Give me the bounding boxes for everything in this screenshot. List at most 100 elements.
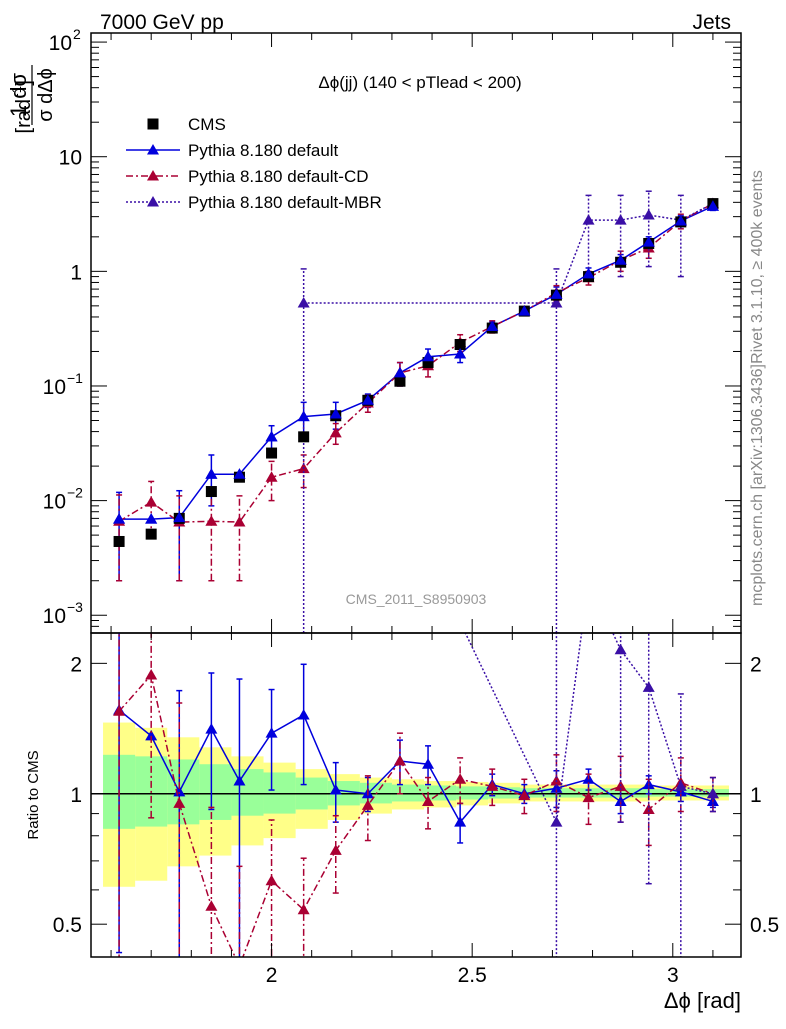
ratio-series-cd-point-8 (361, 799, 374, 810)
ratio-series-default-point-5 (265, 727, 278, 738)
series-default-marker-top-13 (518, 305, 531, 316)
ratio-bands (91, 722, 741, 887)
ratio-series-default-point-14 (550, 782, 563, 793)
ratio-series-default-point-6 (297, 708, 310, 720)
series-default-marker-top-8 (361, 394, 374, 405)
series-cms-point-3 (205, 486, 217, 498)
ratio-data-layer (113, 633, 719, 971)
ratio-ytick-label-right-1: 1 (750, 784, 762, 807)
ratio-series-cd-point-11 (454, 773, 467, 784)
main-ytick-label-3: 1 (70, 261, 82, 284)
series-default-marker-top-6 (297, 410, 310, 422)
main-ytick-label-base: 10 (43, 605, 66, 628)
main-ytick-label-base: 1 (70, 261, 82, 284)
main-ytick-label-exp: −3 (67, 599, 83, 615)
ratio-series-cd-point-3 (205, 900, 218, 911)
main-ytick-label-1: 10 −2 (43, 485, 84, 514)
ratio-band-inner-16 (616, 788, 649, 798)
header-left: 7000 GeV pp (100, 11, 224, 34)
series-default-marker-top-11 (454, 348, 467, 359)
ratio-series-default-point-4 (233, 775, 246, 786)
series-default-marker-top-19 (706, 200, 719, 211)
series-default-marker-top-16 (614, 254, 627, 265)
legend-marker-default (147, 144, 159, 155)
main-panel (91, 33, 741, 633)
ratio-series-default-point-10 (422, 758, 435, 769)
series-cd-point-1 (145, 496, 158, 507)
ratio-ytick-label-left-2: 2 (70, 653, 82, 676)
series-cd-line (118, 202, 714, 523)
chart-title: Δϕ(jj) (140 < pTlead < 200) (318, 73, 521, 92)
ratio-series-cd-point-2 (173, 797, 186, 808)
ratio-band-inner-14 (552, 788, 585, 798)
series-cms-point-10 (422, 357, 434, 369)
series-default-marker-top-12 (486, 320, 499, 332)
legend-entry-cms: CMS (147, 115, 226, 134)
main-ytick-label-base: 10 (59, 147, 82, 170)
ratio-axes-box (90, 632, 742, 958)
series-mbr-point-4 (642, 209, 655, 220)
legend-label-mbr: Pythia 8.180 default-MBR (188, 193, 382, 212)
ratio-series-cd-point-7 (329, 844, 342, 855)
ratio-ylabel: Ratio to CMS (25, 750, 42, 839)
side-label-mcplots: mcplots.cern.ch [arXiv:1306.3436] (749, 364, 766, 606)
ratio-series-cd-point-4 (233, 960, 245, 971)
legend-marker-mbr (147, 196, 159, 207)
ratio-series-default-point-11 (454, 816, 467, 827)
main-ylabel-unit-group: ] -1 [rad (9, 80, 35, 133)
chart-watermark: CMS_2011_S8950903 (346, 591, 487, 607)
x-tick-label-2: 3 (667, 964, 679, 987)
ratio-series-default-point-1 (145, 729, 158, 741)
main-ylabel-unit: [rad (13, 99, 35, 133)
ratio-series-cd-point-1 (145, 668, 158, 680)
legend-entry-cd: Pythia 8.180 default-CD (126, 167, 369, 186)
series-cd-point-7 (329, 426, 342, 438)
legend-marker-cd (147, 170, 159, 181)
main-ylabel-numerator: 1 dσ (6, 73, 31, 118)
legend-entry-default: Pythia 8.180 default (126, 141, 339, 160)
series-default-marker-top-2 (173, 511, 186, 523)
main-plot-area (91, 33, 741, 633)
ratio-ytick-label-right-2: 2 (750, 653, 762, 676)
ratio-band-inner-13 (520, 788, 553, 798)
ratio-series-mbr-point-0 (550, 816, 563, 827)
main-ytick-label-0: 10 −3 (43, 599, 84, 628)
ratio-series-cd-point-17 (642, 803, 655, 814)
main-ytick-label-5: 10 2 (49, 26, 81, 55)
ratio-series-default-point-3 (205, 723, 218, 734)
ratio-series-cd-line (118, 673, 714, 957)
series-mbr-point-2 (582, 214, 595, 225)
legend: CMS Pythia 8.180 default Pythia 8.180 defa… (126, 115, 382, 212)
series-cms-point-11 (454, 339, 466, 351)
series-cd-point-4 (233, 516, 246, 527)
ratio-series-mbr-point-2 (642, 681, 655, 692)
ratio-series-cd-point-15 (582, 791, 595, 803)
series-mbr-point-3 (614, 214, 627, 225)
main-ytick-label-4: 10 (59, 147, 82, 170)
series-default-marker-top-1 (145, 513, 158, 524)
series-cms-point-5 (266, 447, 278, 459)
series-default-marker-top-0 (113, 513, 126, 524)
ratio-series-mbr-point-3 (674, 780, 687, 791)
main-ylabel: 1 dσ σ dΔϕ (6, 65, 57, 125)
series-cms-point-0 (113, 535, 125, 547)
ratio-series-cd-point-10 (422, 795, 435, 806)
series-cms-point-9 (394, 375, 406, 387)
side-label-rivet: Rivet 3.1.10, ≥ 400k events (749, 170, 766, 364)
series-cd-point-5 (265, 471, 278, 482)
ratio-series-default-point-2 (173, 785, 186, 797)
main-ytick-label-base: 10 (49, 32, 72, 55)
legend-entry-mbr: Pythia 8.180 default-MBR (126, 193, 382, 212)
ratio-series-cd-point-5 (265, 874, 278, 886)
series-default-marker-top-10 (422, 350, 435, 362)
ratio-band-inner-12 (488, 787, 521, 799)
series-default-marker-top-18 (674, 214, 687, 226)
ratio-series-cd-point-6 (297, 903, 310, 915)
legend-marker-cms (147, 118, 159, 130)
ratio-series-cd-point-9 (393, 755, 406, 766)
ratio-ytick-label-left-0: 0.5 (53, 914, 82, 937)
series-default-marker-top-4 (233, 468, 246, 479)
ratio-band-inner-11 (456, 786, 489, 800)
ratio-band-inner-10 (424, 785, 457, 801)
